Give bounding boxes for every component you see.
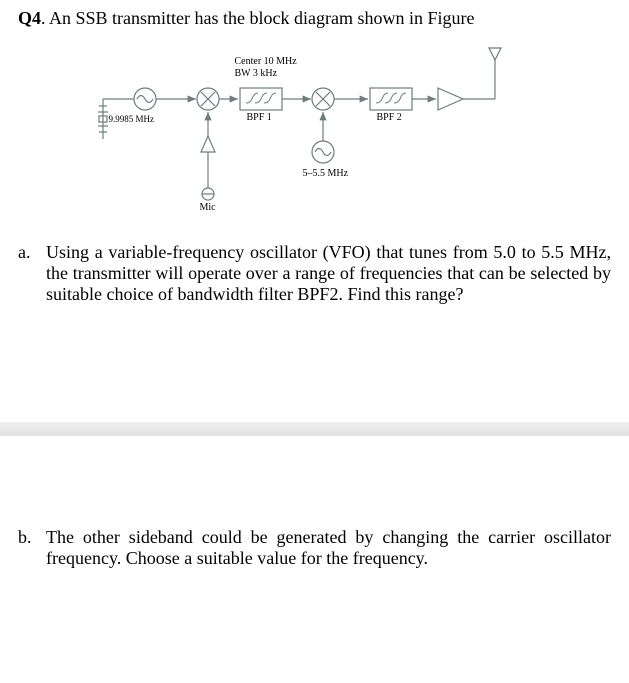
osc-freq-label: 9.9985 MHz <box>109 114 155 124</box>
page-divider <box>0 422 629 436</box>
bpf2-label: BPF 2 <box>377 112 402 123</box>
mic-label: Mic <box>200 202 216 213</box>
diagram-container: Center 10 MHz BW 3 kHz BPF 1 BPF 2 9.998… <box>18 44 611 214</box>
diagram-svg <box>95 44 535 214</box>
bpf1-label: BPF 1 <box>247 112 272 123</box>
part-a-text: Using a variable-frequency oscillator (V… <box>46 242 611 305</box>
vfo-range-label: 5–5.5 MHz <box>303 168 349 179</box>
center-freq-label-l2: BW 3 kHz <box>235 68 278 79</box>
part-a-letter: a. <box>18 242 46 305</box>
part-b: b. The other sideband could be generated… <box>18 527 611 569</box>
block-diagram: Center 10 MHz BW 3 kHz BPF 1 BPF 2 9.998… <box>95 44 535 214</box>
q-text: . An SSB transmitter has the block diagr… <box>41 8 474 28</box>
part-b-letter: b. <box>18 527 46 569</box>
part-a: a. Using a variable-frequency oscillator… <box>18 242 611 305</box>
question-title: Q4. An SSB transmitter has the block dia… <box>18 8 611 29</box>
center-freq-label-l1: Center 10 MHz <box>235 56 297 67</box>
part-b-text: The other sideband could be generated by… <box>46 527 611 569</box>
q-number: Q4 <box>18 8 41 28</box>
